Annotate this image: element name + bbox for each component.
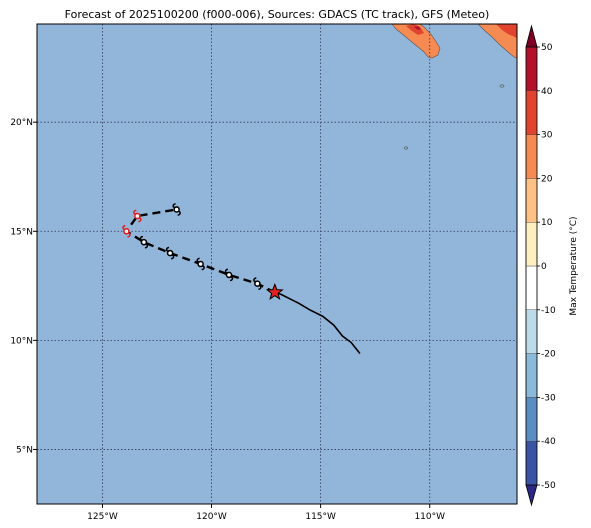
map-frame xyxy=(36,23,518,505)
colorbar-segment xyxy=(525,134,538,179)
land-areas xyxy=(391,24,517,150)
lon-tick-label: 125°W xyxy=(87,512,118,522)
colorbar-tick-label: 30 xyxy=(541,131,553,141)
map-panel: 125°W 120°W 115°W 110°W 5°N 10°N 15°N 20°N xyxy=(10,23,518,522)
map-title: Forecast of 2025100200 (f000-006), Sourc… xyxy=(65,8,490,21)
colorbar-segment xyxy=(525,90,538,135)
lat-tick-label: 20°N xyxy=(10,118,33,128)
colorbar-segment xyxy=(525,397,538,442)
colorbar-tick-label: 40 xyxy=(541,87,553,97)
colorbar: Max Temperature (°C) -50 -40 -30 -20 -10 0 10 2… xyxy=(525,24,579,507)
colorbar-label: Max Temperature (°C) xyxy=(569,216,579,315)
baja-hot-contour xyxy=(414,26,421,30)
colorbar-tick-label: -40 xyxy=(541,437,556,447)
axis-ticks: 125°W 120°W 115°W 110°W 5°N 10°N 15°N 20°N xyxy=(10,118,445,522)
colorbar-segment xyxy=(525,441,538,486)
colorbar-segment xyxy=(525,221,538,267)
colorbar-segment xyxy=(525,309,538,354)
colorbar-tick-label: -10 xyxy=(541,306,556,316)
island-small-1 xyxy=(499,84,505,88)
colorbar-segment xyxy=(525,46,538,91)
mainland-warm-contour xyxy=(496,24,517,38)
observed-track-line xyxy=(274,291,361,354)
colorbar-tick-label: -30 xyxy=(541,393,556,403)
colorbar-min-extend xyxy=(525,484,538,507)
colorbar-segment xyxy=(525,353,538,398)
tc-track xyxy=(121,202,361,354)
colorbar-tick-label: 10 xyxy=(541,218,553,228)
colorbar-tick-label: 0 xyxy=(541,262,547,272)
lat-tick-label: 15°N xyxy=(10,227,33,237)
ocean-area xyxy=(37,24,517,504)
lon-tick-label: 110°W xyxy=(414,512,445,522)
colorbar-segment xyxy=(525,178,538,223)
colorbar-tick-label: 20 xyxy=(541,174,553,184)
colorbar-tick-label: -20 xyxy=(541,350,556,360)
lon-tick-label: 120°W xyxy=(196,512,227,522)
current-position-star-icon xyxy=(265,282,284,300)
colorbar-max-extend xyxy=(525,24,538,48)
lat-tick-label: 10°N xyxy=(10,336,33,346)
colorbar-tick-label: -50 xyxy=(541,481,556,491)
island-socorro xyxy=(404,146,408,150)
baja-peninsula-land xyxy=(391,24,441,59)
colorbar-tick-label: 50 xyxy=(541,43,553,53)
forecast-track-line xyxy=(124,208,276,294)
lat-tick-label: 5°N xyxy=(16,445,33,455)
baja-warm-contour xyxy=(406,24,424,35)
colorbar-segment xyxy=(525,265,538,310)
lon-tick-label: 115°W xyxy=(305,512,336,522)
gridlines xyxy=(37,24,517,504)
